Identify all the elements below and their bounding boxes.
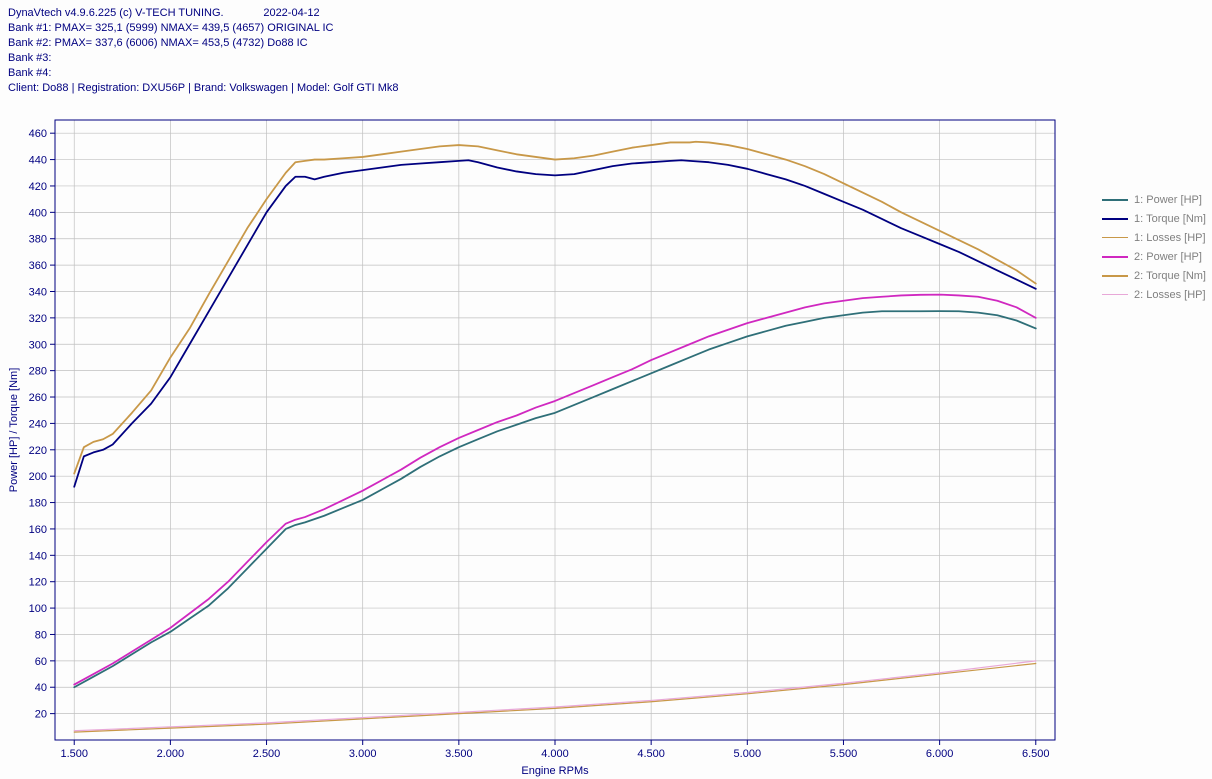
legend-label: 1: Power [HP] [1134,194,1202,206]
legend-swatch [1102,218,1128,220]
svg-text:4.500: 4.500 [637,748,665,760]
svg-text:280: 280 [29,366,47,378]
legend-label: 2: Losses [HP] [1134,289,1206,301]
legend: 1: Power [HP] 1: Torque [Nm] 1: Losses [HP… [1102,188,1206,306]
legend-item: 1: Torque [Nm] [1102,211,1206,226]
svg-text:1.500: 1.500 [60,748,88,760]
svg-text:4.000: 4.000 [541,748,569,760]
svg-text:100: 100 [29,603,47,615]
svg-text:Power [HP] / Torque [Nm]: Power [HP] / Torque [Nm] [8,368,20,493]
legend-label: 1: Torque [Nm] [1134,213,1206,225]
svg-text:120: 120 [29,577,47,589]
svg-text:420: 420 [29,181,47,193]
svg-text:160: 160 [29,524,47,536]
svg-text:140: 140 [29,550,47,562]
header-line-1: DynaVtech v4.9.6.225 (c) V-TECH TUNING. … [8,6,1204,21]
legend-label: 2: Torque [Nm] [1134,270,1206,282]
svg-text:340: 340 [29,286,47,298]
svg-text:20: 20 [35,709,47,721]
svg-text:60: 60 [35,656,47,668]
svg-text:5.000: 5.000 [734,748,762,760]
legend-swatch [1102,294,1128,295]
chart-svg: 1.500 2.000 2.500 3.000 3.500 4.000 4.500 5.000… [0,105,1212,779]
legend-item: 1: Losses [HP] [1102,230,1206,245]
client-line: Client: Do88 | Registration: DXU56P | Br… [8,81,1204,96]
svg-text:240: 240 [29,418,47,430]
svg-text:3.000: 3.000 [349,748,377,760]
bank-1-line: Bank #1: PMAX= 325,1 (5999) NMAX= 439,5 … [8,21,1204,36]
svg-text:460: 460 [29,128,47,140]
legend-swatch [1102,237,1128,238]
legend-label: 1: Losses [HP] [1134,232,1206,244]
dyno-chart: 1.500 2.000 2.500 3.000 3.500 4.000 4.500 5.000… [0,105,1212,779]
legend-swatch [1102,275,1128,277]
svg-text:400: 400 [29,207,47,219]
svg-text:40: 40 [35,682,47,694]
svg-text:Engine RPMs: Engine RPMs [521,765,589,777]
svg-text:360: 360 [29,260,47,272]
svg-text:180: 180 [29,498,47,510]
software-version: DynaVtech v4.9.6.225 (c) V-TECH TUNING. [8,7,224,19]
svg-text:200: 200 [29,471,47,483]
svg-text:380: 380 [29,234,47,246]
legend-item: 2: Losses [HP] [1102,287,1206,302]
svg-text:5.500: 5.500 [830,748,858,760]
bank-3-line: Bank #3: [8,51,1204,66]
bank-4-line: Bank #4: [8,66,1204,81]
svg-text:3.500: 3.500 [445,748,473,760]
svg-text:6.500: 6.500 [1022,748,1050,760]
svg-text:80: 80 [35,629,47,641]
svg-text:440: 440 [29,155,47,167]
svg-text:300: 300 [29,339,47,351]
svg-text:220: 220 [29,445,47,457]
svg-text:2.000: 2.000 [157,748,185,760]
bank-2-line: Bank #2: PMAX= 337,6 (6006) NMAX= 453,5 … [8,36,1204,51]
legend-swatch [1102,199,1128,201]
legend-item: 2: Torque [Nm] [1102,268,1206,283]
svg-text:2.500: 2.500 [253,748,281,760]
legend-swatch [1102,256,1128,258]
svg-text:6.000: 6.000 [926,748,954,760]
date: 2022-04-12 [263,7,319,19]
legend-label: 2: Power [HP] [1134,251,1202,263]
legend-item: 2: Power [HP] [1102,249,1206,264]
svg-text:320: 320 [29,313,47,325]
svg-text:260: 260 [29,392,47,404]
legend-item: 1: Power [HP] [1102,192,1206,207]
header: DynaVtech v4.9.6.225 (c) V-TECH TUNING. … [0,0,1212,96]
